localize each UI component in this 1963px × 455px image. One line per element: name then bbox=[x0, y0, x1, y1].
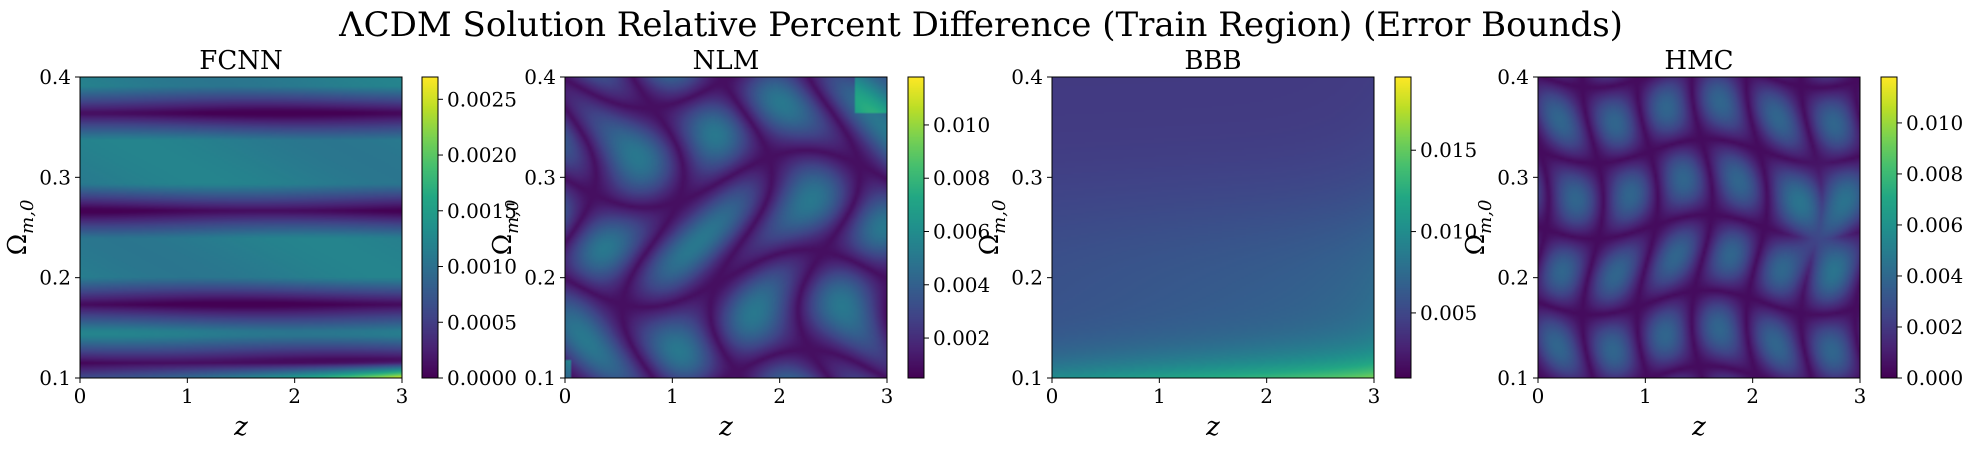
heatmap-image bbox=[565, 77, 887, 378]
colorbar-tick-label: 0.0020 bbox=[447, 143, 517, 167]
x-axis-label: z bbox=[718, 412, 733, 442]
x-tick-label: 3 bbox=[881, 384, 894, 408]
y-axis-label-subscript: m,0 bbox=[17, 200, 38, 234]
colorbar-tick-label: 0.008 bbox=[1906, 162, 1963, 186]
x-axis-label: z bbox=[1691, 412, 1706, 442]
plot-frame bbox=[1537, 76, 1861, 379]
y-tick-label: 0.1 bbox=[524, 366, 556, 390]
colorbar-tick-label: 0.002 bbox=[933, 326, 990, 350]
plot-frame bbox=[1051, 76, 1375, 379]
panel-title: NLM bbox=[693, 46, 760, 76]
x-tick-label: 0 bbox=[559, 384, 572, 408]
y-tick-label: 0.1 bbox=[39, 366, 71, 390]
colorbar-tick-label: 0.0010 bbox=[447, 255, 517, 279]
colorbar-frame bbox=[1394, 76, 1412, 379]
y-axis-label-symbol: Ω bbox=[975, 234, 1005, 256]
x-tick-label: 2 bbox=[773, 384, 786, 408]
colorbar-tick-label: 0.010 bbox=[1420, 220, 1477, 244]
colorbar-tick-label: 0.0015 bbox=[447, 199, 517, 223]
y-tick-label: 0.1 bbox=[1497, 366, 1529, 390]
x-tick-label: 1 bbox=[1153, 384, 1166, 408]
y-tick-label: 0.4 bbox=[1011, 65, 1043, 89]
colorbar-tick-label: 0.002 bbox=[1906, 315, 1963, 339]
y-tick-label: 0.4 bbox=[39, 65, 71, 89]
heatmap-image bbox=[1538, 77, 1860, 378]
colorbar-frame bbox=[907, 76, 925, 379]
colorbar-gradient bbox=[1395, 77, 1411, 378]
colorbar-gradient bbox=[422, 77, 438, 378]
panel-title: HMC bbox=[1664, 46, 1733, 76]
panel-bbb: BBB 0 1 2 3 0.1 0.2 0.3 0.4 z Ωm,0 0.005 0.010 0.015 bbox=[975, 46, 1477, 442]
panel-title: FCNN bbox=[199, 46, 282, 76]
x-tick-label: 2 bbox=[288, 384, 301, 408]
plot-frame bbox=[564, 76, 888, 379]
y-tick-label: 0.4 bbox=[1497, 65, 1529, 89]
colorbar-tick-label: 0.015 bbox=[1420, 138, 1477, 162]
heatmap-image bbox=[1052, 77, 1374, 378]
x-tick-label: 1 bbox=[666, 384, 679, 408]
x-tick-label: 2 bbox=[1746, 384, 1759, 408]
colorbar-tick-label: 0.010 bbox=[933, 113, 990, 137]
colorbar-tick-label: 0.004 bbox=[933, 273, 990, 297]
panel-hmc: HMC 0 1 2 3 0.1 0.2 0.3 0.4 z Ωm,0 0.000 0.002 0.004 0… bbox=[1461, 46, 1963, 442]
y-tick-label: 0.2 bbox=[1011, 266, 1043, 290]
panel-title: BBB bbox=[1184, 46, 1241, 76]
plot-frame bbox=[79, 76, 403, 379]
y-axis-label: Ωm,0 bbox=[1461, 200, 1496, 256]
x-tick-label: 0 bbox=[1046, 384, 1059, 408]
colorbar-frame bbox=[421, 76, 439, 379]
colorbar-tick-label: 0.000 bbox=[1906, 366, 1963, 390]
colorbar-tick-label: 0.0005 bbox=[447, 310, 517, 334]
x-tick-label: 1 bbox=[181, 384, 194, 408]
colorbar-tick-label: 0.006 bbox=[933, 219, 990, 243]
panel-nlm: NLM 0 1 2 3 0.1 0.2 0.3 0.4 z Ωm,0 0.002 0.004 0.006 0… bbox=[488, 46, 990, 442]
colorbar-tick-label: 0.004 bbox=[1906, 264, 1963, 288]
y-tick-label: 0.3 bbox=[524, 165, 556, 189]
colorbar-tick-label: 0.0025 bbox=[447, 87, 517, 111]
x-tick-label: 0 bbox=[1532, 384, 1545, 408]
colorbar-tick-label: 0.005 bbox=[1420, 301, 1477, 325]
x-tick-label: 0 bbox=[74, 384, 87, 408]
y-axis-label-subscript: m,0 bbox=[1475, 200, 1496, 234]
y-axis-label: Ωm,0 bbox=[3, 200, 38, 256]
x-tick-label: 1 bbox=[1639, 384, 1652, 408]
y-axis-label-symbol: Ω bbox=[488, 234, 518, 256]
y-tick-label: 0.4 bbox=[524, 65, 556, 89]
x-tick-label: 3 bbox=[1368, 384, 1381, 408]
colorbar-tick-label: 0.010 bbox=[1906, 111, 1963, 135]
colorbar-gradient bbox=[908, 77, 924, 378]
y-tick-label: 0.1 bbox=[1011, 366, 1043, 390]
x-tick-label: 2 bbox=[1260, 384, 1273, 408]
colorbar-tick-label: 0.008 bbox=[933, 166, 990, 190]
heatmap-image bbox=[80, 77, 402, 378]
y-tick-label: 0.2 bbox=[39, 266, 71, 290]
y-tick-label: 0.3 bbox=[1011, 165, 1043, 189]
y-tick-label: 0.3 bbox=[39, 165, 71, 189]
x-tick-label: 3 bbox=[1854, 384, 1867, 408]
y-axis-label-symbol: Ω bbox=[1461, 234, 1491, 256]
y-axis-label: Ωm,0 bbox=[975, 200, 1010, 256]
y-axis-label-subscript: m,0 bbox=[989, 200, 1010, 234]
colorbar-gradient bbox=[1881, 77, 1897, 378]
y-axis-label-symbol: Ω bbox=[3, 234, 33, 256]
y-tick-label: 0.2 bbox=[1497, 266, 1529, 290]
y-tick-label: 0.2 bbox=[524, 266, 556, 290]
panel-fcnn: FCNN 0 1 2 3 0.1 0.2 0.3 0.4 z Ωm,0 0.0000 0.0005 0.0… bbox=[3, 46, 517, 442]
y-axis-label-subscript: m,0 bbox=[502, 200, 523, 234]
x-axis-label: z bbox=[1205, 412, 1220, 442]
y-axis-label: Ωm,0 bbox=[488, 200, 523, 256]
colorbar-tick-label: 0.0000 bbox=[447, 366, 517, 390]
colorbar-frame bbox=[1880, 76, 1898, 379]
figure-title: ΛCDM Solution Relative Percent Differenc… bbox=[338, 5, 1623, 45]
x-tick-label: 3 bbox=[396, 384, 409, 408]
y-tick-label: 0.3 bbox=[1497, 165, 1529, 189]
colorbar-tick-label: 0.006 bbox=[1906, 213, 1963, 237]
x-axis-label: z bbox=[233, 412, 248, 442]
